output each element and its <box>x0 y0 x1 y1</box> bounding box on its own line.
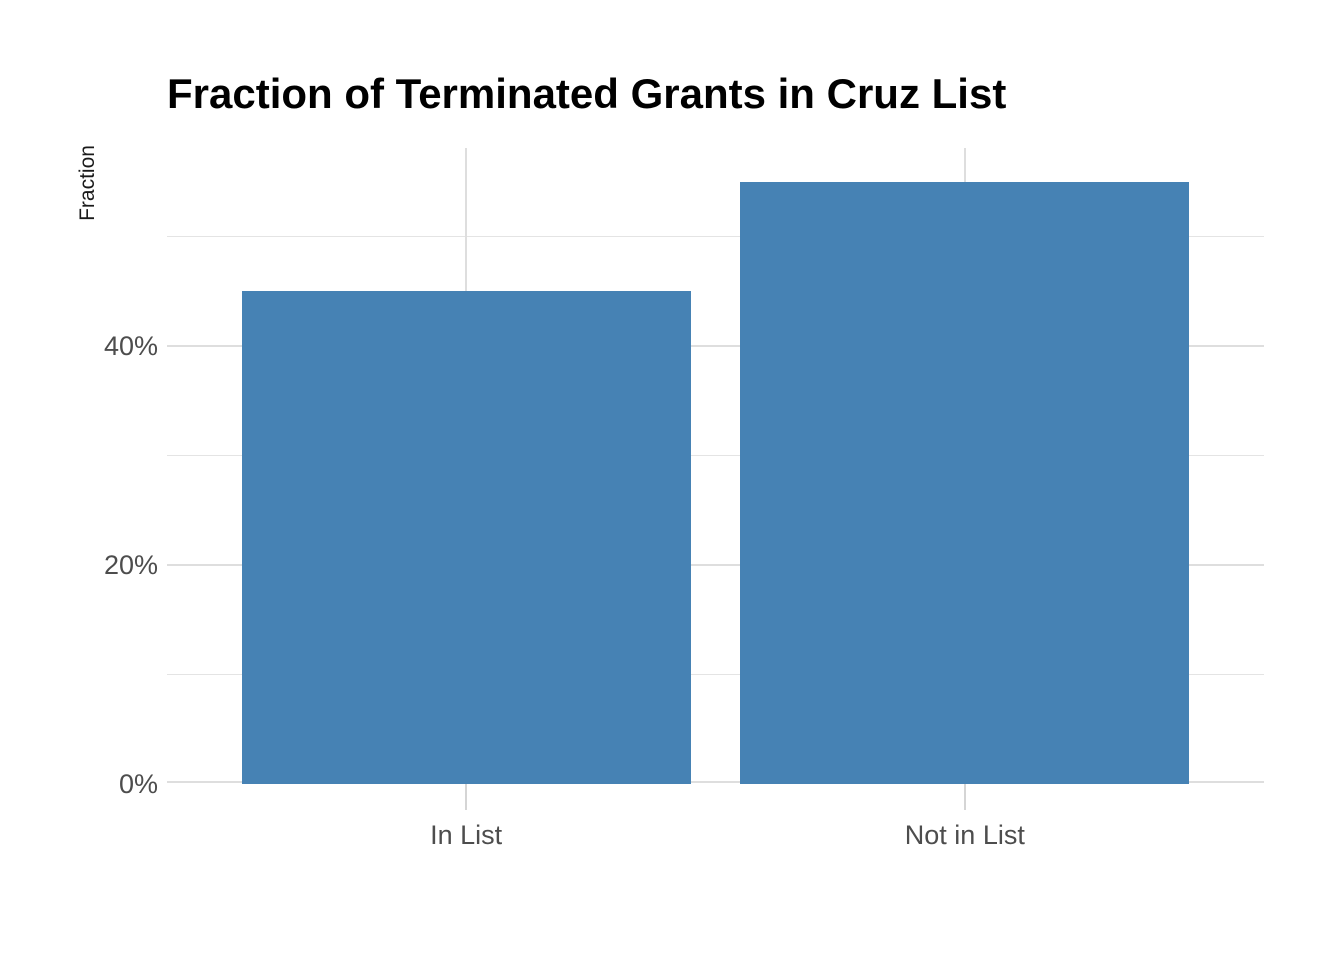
y-axis-title: Fraction <box>76 145 99 221</box>
plot-panel <box>167 148 1264 784</box>
gridline-y-major <box>167 345 1264 348</box>
gridline-y-major <box>167 564 1264 567</box>
x-tick-label: Not in List <box>904 820 1025 850</box>
gridline-y-minor <box>167 236 1264 238</box>
gridline-y-minor <box>167 674 1264 676</box>
x-tick-label: In List <box>430 820 503 850</box>
x-tick-mark <box>963 784 966 810</box>
y-tick-label: 40% <box>103 331 158 362</box>
y-tick-label: 0% <box>118 769 158 799</box>
gridline-y-major <box>167 781 1264 783</box>
x-tick-mark <box>465 784 468 810</box>
bar-in-list <box>241 291 691 784</box>
gridline-y-minor <box>167 455 1264 457</box>
chart-title: Fraction of Terminated Grants in Cruz Li… <box>167 70 1007 117</box>
bar-not-in-list <box>740 181 1190 784</box>
y-tick-label: 20% <box>103 550 158 581</box>
